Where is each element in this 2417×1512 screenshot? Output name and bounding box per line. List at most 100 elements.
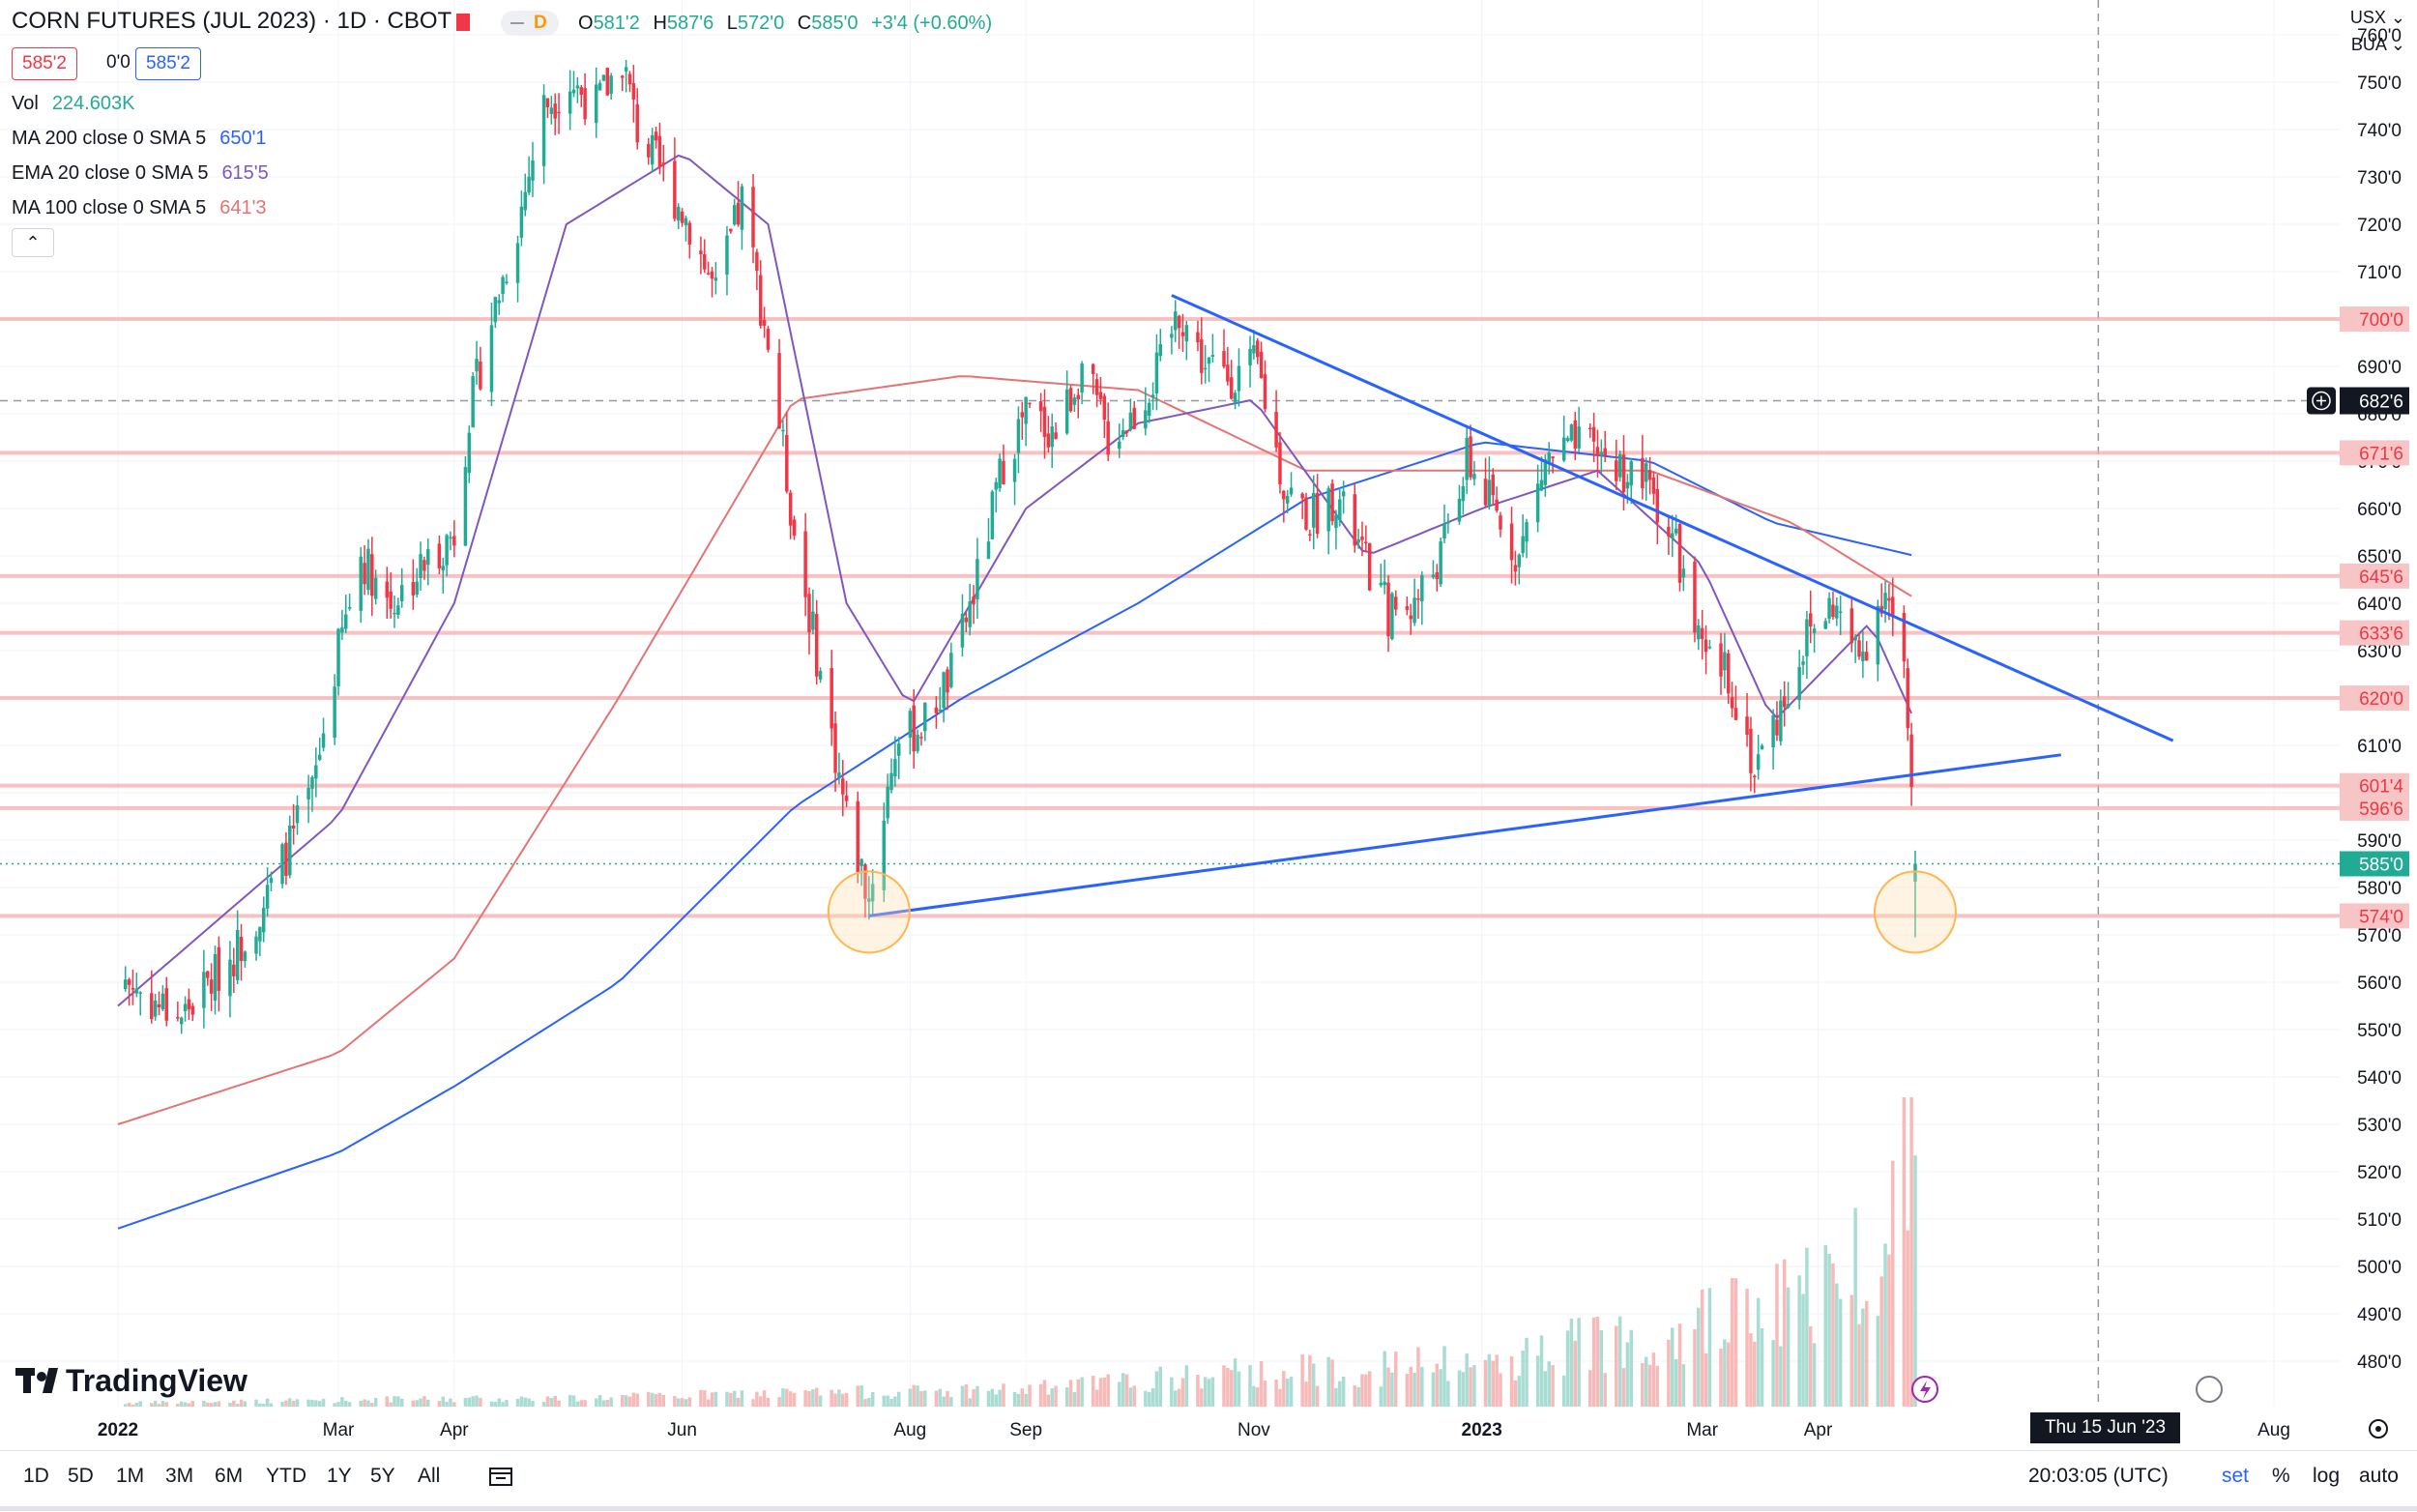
volume-bar	[1102, 1377, 1107, 1407]
volume-bar	[1106, 1374, 1110, 1407]
volume-bar	[1158, 1366, 1163, 1407]
auto-scale-button[interactable]: auto	[2359, 1465, 2399, 1487]
volume-bar	[1565, 1330, 1570, 1407]
symbol-title[interactable]: CORN FUTURES (JUL 2023) · 1D · CBOT	[12, 8, 452, 34]
volume-bar	[1379, 1386, 1383, 1407]
legend-volume[interactable]: Vol 224.603K	[12, 93, 134, 115]
volume-bar	[1360, 1374, 1364, 1407]
candle	[340, 626, 344, 633]
volume-bar	[699, 1389, 703, 1407]
candle	[934, 707, 939, 713]
price-tick-label: 630'0	[2357, 642, 2402, 662]
volume-bar	[1121, 1373, 1125, 1407]
volume-bar	[657, 1392, 662, 1407]
volume-bar	[919, 1390, 923, 1407]
volume-bar	[389, 1402, 393, 1407]
volume-bar	[627, 1396, 632, 1407]
volume-bar	[340, 1397, 344, 1407]
candle	[1726, 653, 1731, 694]
candle	[317, 754, 322, 760]
grid	[0, 0, 2340, 1407]
volume-bar	[837, 1389, 841, 1407]
candle	[605, 68, 610, 96]
unit-select[interactable]: BUA ⌄	[2351, 35, 2405, 55]
candle	[306, 787, 310, 800]
candle	[912, 705, 916, 752]
volume-bar	[1118, 1381, 1121, 1407]
volume-bar	[759, 1396, 763, 1407]
clock-timezone[interactable]: 20:03:05 (UTC)	[2028, 1465, 2169, 1487]
candle	[841, 778, 845, 795]
candle	[1876, 605, 1880, 665]
buy-price-button[interactable]: 585'2	[135, 47, 201, 80]
candle	[463, 467, 468, 546]
candle	[837, 772, 841, 778]
volume-bar	[1412, 1373, 1416, 1407]
timeframe-button-all[interactable]: All	[418, 1465, 441, 1487]
volume-bar	[788, 1391, 793, 1407]
date-range-icon[interactable]	[488, 1465, 513, 1494]
legend-ma100[interactable]: MA 100 close 0 SMA 5 641'3	[12, 197, 267, 219]
candle	[1390, 593, 1394, 640]
volume-bar	[1409, 1366, 1412, 1407]
legend-ema20[interactable]: EMA 20 close 0 SMA 5 615'5	[12, 162, 269, 185]
timeframe-button-5y[interactable]: 5Y	[370, 1465, 395, 1487]
log-scale-button[interactable]: log	[2313, 1465, 2341, 1487]
price-axis[interactable]: 760'0 750'0 740'0 730'0 720'0 710'0 700'0 690'0…	[2307, 26, 2409, 1373]
volume-bar	[703, 1390, 707, 1407]
volume-bar	[863, 1399, 867, 1407]
volume-bar	[1367, 1371, 1372, 1407]
data-delay-pill[interactable]: D	[501, 11, 559, 36]
currency-select[interactable]: USX ⌄	[2350, 8, 2405, 28]
candle	[751, 187, 755, 247]
volume-bar	[762, 1390, 767, 1407]
price-level-tag	[2340, 440, 2409, 466]
volume-bar	[1801, 1294, 1805, 1407]
crosshair-price-tag	[2340, 387, 2409, 415]
timeframe-button-3m[interactable]: 3M	[165, 1465, 194, 1487]
candle	[755, 251, 759, 272]
sell-price-button[interactable]: 585'2	[12, 47, 77, 80]
candle	[258, 926, 262, 942]
volume-bar	[261, 1404, 266, 1407]
legend-ma200[interactable]: MA 200 close 0 SMA 5 650'1	[12, 128, 267, 150]
candle	[1263, 374, 1267, 410]
candle	[1573, 420, 1578, 449]
candle	[1707, 646, 1712, 649]
candle	[627, 73, 632, 85]
time-axis[interactable]: 2022 Mar Apr Jun Aug Sep Nov 2023 Mar Apr Aug	[98, 1376, 2388, 1440]
percent-scale-button[interactable]: %	[2272, 1465, 2290, 1487]
volume-bar	[1812, 1343, 1817, 1407]
timeframe-button-6m[interactable]: 6M	[215, 1465, 244, 1487]
volume-bar	[856, 1385, 859, 1407]
candle	[1681, 568, 1686, 578]
timeframe-button-5d[interactable]: 5D	[68, 1465, 94, 1487]
candle	[1779, 700, 1783, 741]
candle	[475, 359, 479, 371]
timeframe-button-1y[interactable]: 1Y	[327, 1465, 352, 1487]
session-settings-button[interactable]: set	[2222, 1465, 2250, 1487]
volume-bar	[1517, 1376, 1522, 1407]
volume-bar	[1707, 1288, 1712, 1407]
timeframe-button-ytd[interactable]: YTD	[266, 1465, 306, 1487]
chart-canvas[interactable]: 760'0 750'0 740'0 730'0 720'0 710'0 700'0 690'0…	[0, 0, 2417, 1450]
candle	[179, 1017, 184, 1025]
volume-bar	[994, 1394, 998, 1407]
candle	[1667, 526, 1671, 537]
candle	[807, 594, 811, 633]
tradingview-logo[interactable]: TradingView	[15, 1363, 248, 1399]
volume-bar	[1644, 1356, 1648, 1407]
candle	[1521, 536, 1525, 554]
candle	[523, 191, 528, 211]
volume-bar	[571, 1395, 576, 1407]
volume-bar	[213, 1402, 218, 1407]
trendlines[interactable]	[868, 294, 2174, 917]
timeframe-button-1m[interactable]: 1M	[116, 1465, 145, 1487]
volume-bar	[777, 1397, 781, 1407]
candle	[1700, 627, 1704, 639]
volume-bar	[1861, 1308, 1865, 1407]
collapse-legend-button[interactable]: ⌃	[12, 228, 54, 257]
timeframe-button-1d[interactable]: 1D	[23, 1465, 49, 1487]
volume-bar	[1210, 1377, 1215, 1407]
flag-icon[interactable]	[456, 14, 470, 31]
